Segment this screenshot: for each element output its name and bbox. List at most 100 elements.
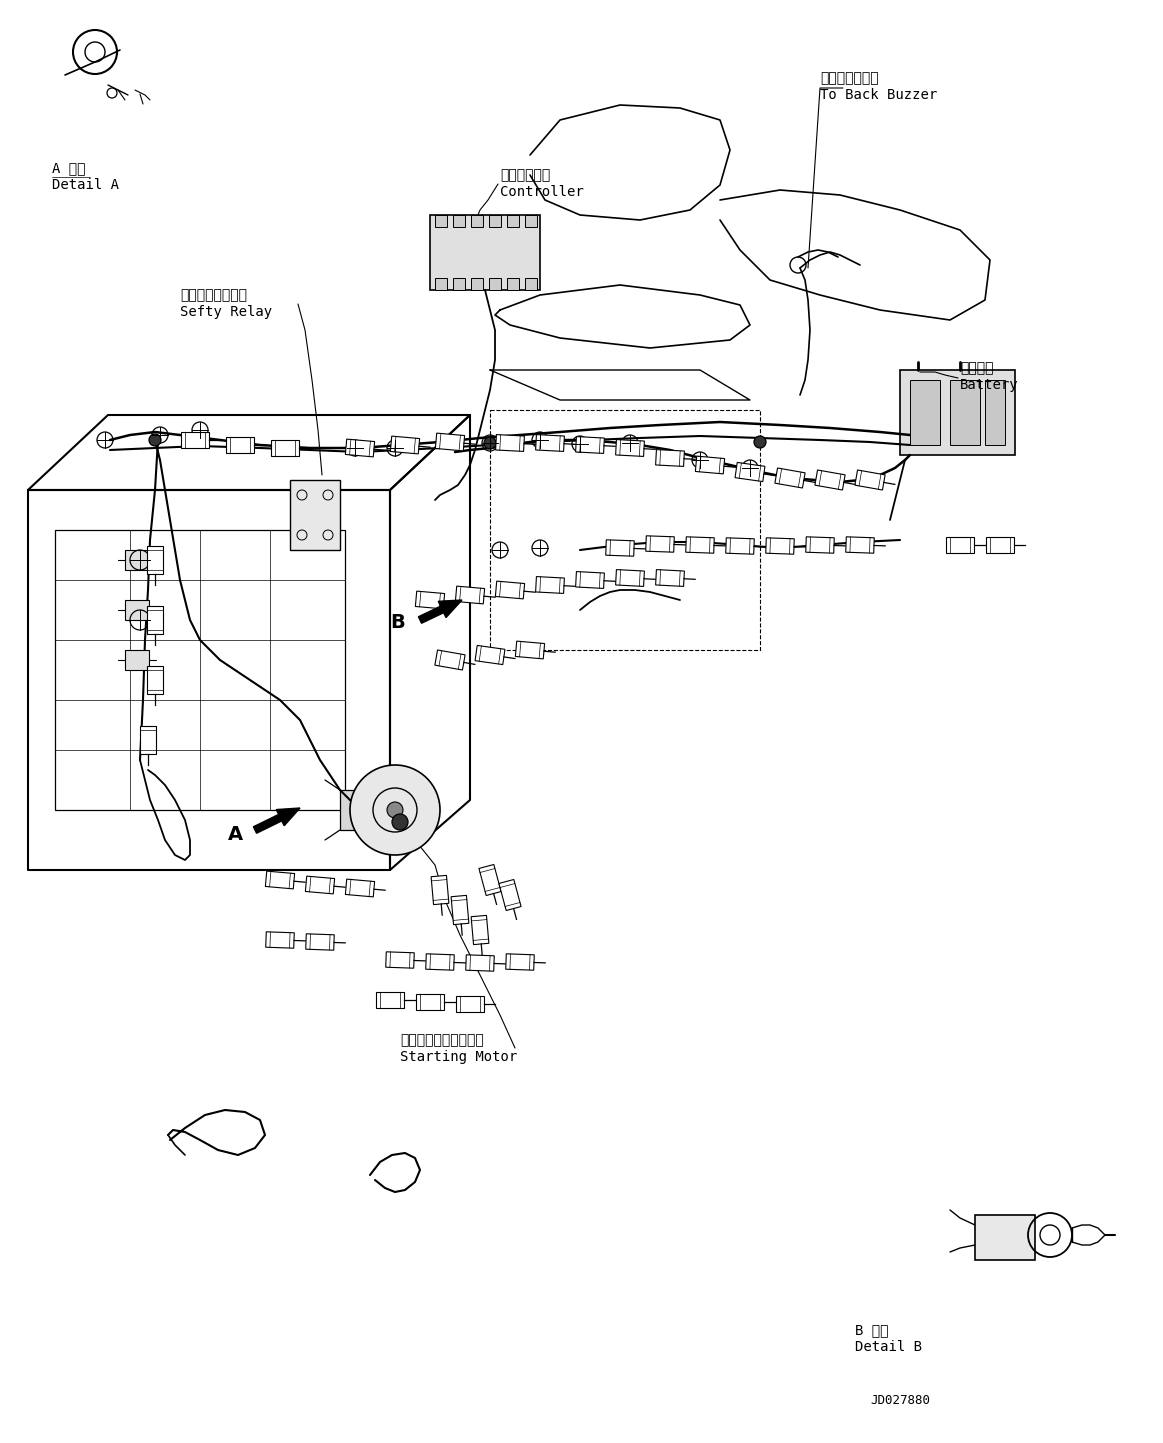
Polygon shape <box>695 456 725 473</box>
Bar <box>525 215 537 227</box>
Polygon shape <box>499 879 521 911</box>
Text: セーフティリレー: セーフティリレー <box>180 289 247 302</box>
Bar <box>900 369 1015 455</box>
Polygon shape <box>576 437 605 453</box>
Bar <box>975 1215 1035 1260</box>
Text: A 詳細: A 詳細 <box>52 162 86 175</box>
Polygon shape <box>946 537 973 553</box>
Polygon shape <box>765 538 794 554</box>
Polygon shape <box>391 436 420 455</box>
Text: A: A <box>228 825 243 844</box>
Bar <box>124 649 149 670</box>
Text: JD027880: JD027880 <box>870 1394 930 1407</box>
Circle shape <box>754 436 766 447</box>
Polygon shape <box>415 592 444 609</box>
Polygon shape <box>431 876 449 905</box>
Polygon shape <box>645 535 675 553</box>
Polygon shape <box>815 470 846 491</box>
Polygon shape <box>141 726 156 755</box>
Polygon shape <box>656 570 684 586</box>
Bar <box>471 215 483 227</box>
Text: Starting Motor: Starting Motor <box>400 1051 518 1063</box>
Bar <box>507 278 519 290</box>
Text: バックブザーへ: バックブザーへ <box>820 71 878 85</box>
Bar <box>985 380 1005 444</box>
Polygon shape <box>148 545 163 574</box>
Bar <box>454 215 465 227</box>
Polygon shape <box>435 649 465 670</box>
Bar <box>340 789 370 830</box>
Polygon shape <box>506 954 534 970</box>
Bar <box>290 481 340 550</box>
Circle shape <box>149 434 160 446</box>
Polygon shape <box>345 879 374 898</box>
Polygon shape <box>855 470 885 491</box>
Polygon shape <box>271 440 299 456</box>
Polygon shape <box>536 577 564 593</box>
Bar <box>454 278 465 290</box>
Polygon shape <box>475 645 505 665</box>
Polygon shape <box>306 934 334 949</box>
Text: Controller: Controller <box>500 185 584 199</box>
Text: コントローラ: コントローラ <box>500 167 550 182</box>
Polygon shape <box>416 994 444 1010</box>
Polygon shape <box>656 450 684 466</box>
Polygon shape <box>615 570 644 586</box>
Polygon shape <box>345 439 374 457</box>
Polygon shape <box>465 955 494 971</box>
Polygon shape <box>471 915 488 945</box>
Polygon shape <box>606 540 634 556</box>
Polygon shape <box>456 996 484 1012</box>
Bar <box>430 215 540 290</box>
Polygon shape <box>986 537 1014 553</box>
Bar <box>55 530 345 810</box>
Polygon shape <box>495 582 525 599</box>
Bar <box>488 278 501 290</box>
Polygon shape <box>226 437 254 453</box>
Polygon shape <box>615 440 644 456</box>
FancyArrow shape <box>419 600 462 623</box>
Polygon shape <box>265 932 294 948</box>
Polygon shape <box>735 462 765 482</box>
Circle shape <box>387 802 404 818</box>
Text: B 詳細: B 詳細 <box>855 1323 889 1338</box>
Bar <box>488 215 501 227</box>
Text: B: B <box>391 612 406 632</box>
Bar <box>435 215 447 227</box>
Text: スターティングモータ: スターティングモータ <box>400 1033 484 1048</box>
Polygon shape <box>386 952 414 968</box>
Polygon shape <box>576 571 605 589</box>
Polygon shape <box>846 537 875 553</box>
Polygon shape <box>148 606 163 633</box>
Polygon shape <box>806 537 834 553</box>
Text: バッテリ: バッテリ <box>959 361 993 375</box>
Bar <box>525 278 537 290</box>
Polygon shape <box>536 434 564 452</box>
Polygon shape <box>265 872 294 889</box>
Polygon shape <box>479 864 501 896</box>
Bar <box>471 278 483 290</box>
Text: Detail A: Detail A <box>52 177 119 192</box>
Text: Battery: Battery <box>959 378 1019 392</box>
Text: To Back Buzzer: To Back Buzzer <box>820 88 937 102</box>
FancyArrow shape <box>254 808 300 833</box>
Polygon shape <box>306 876 335 893</box>
Bar <box>950 380 980 444</box>
Circle shape <box>392 814 408 830</box>
Bar <box>909 380 940 444</box>
Bar <box>435 278 447 290</box>
Bar <box>124 600 149 620</box>
Polygon shape <box>435 433 464 450</box>
Polygon shape <box>426 954 455 970</box>
Polygon shape <box>456 586 485 603</box>
Text: Detail B: Detail B <box>855 1341 922 1354</box>
Circle shape <box>484 437 495 449</box>
Polygon shape <box>181 433 209 447</box>
Polygon shape <box>726 538 755 554</box>
Polygon shape <box>775 468 805 488</box>
Polygon shape <box>376 993 404 1007</box>
Polygon shape <box>686 537 714 553</box>
Circle shape <box>350 765 440 856</box>
Polygon shape <box>148 667 163 694</box>
Polygon shape <box>451 896 469 925</box>
